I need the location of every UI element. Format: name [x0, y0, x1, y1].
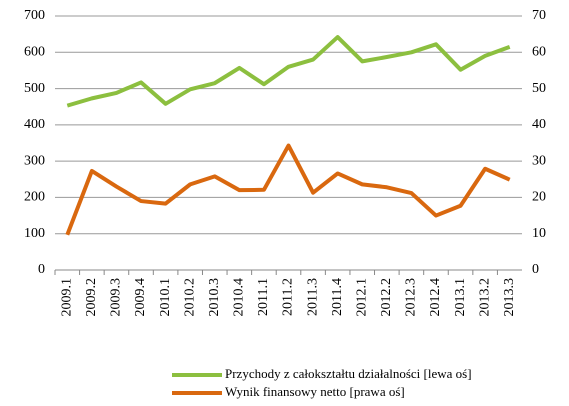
x-tick-label: 2011.1 [256, 278, 271, 316]
y2-tick-label: 10 [532, 226, 546, 241]
x-tick-label: 2013.3 [502, 278, 517, 317]
x-tick-label: 2009.3 [109, 278, 124, 317]
x-tick-label: 2010.3 [207, 278, 222, 317]
y2-tick-label: 40 [532, 117, 546, 132]
x-tick-label: 2012.4 [428, 278, 443, 317]
series-line [65, 143, 511, 236]
series-line [66, 35, 511, 108]
x-tick-label: 2010.1 [158, 278, 173, 317]
y2-tick-label: 60 [532, 45, 546, 60]
y2-tick-label: 70 [532, 8, 546, 23]
x-tick-label: 2010.4 [232, 278, 247, 317]
x-tick-label: 2010.2 [182, 278, 197, 317]
y-tick-label: 700 [24, 8, 45, 23]
x-tick-label: 2009.4 [133, 278, 148, 317]
x-tick-label: 2012.1 [354, 278, 369, 317]
x-tick-label: 2011.4 [330, 278, 345, 316]
y-tick-label: 200 [24, 190, 45, 205]
y-tick-label: 600 [24, 45, 45, 60]
x-tick-label: 2013.2 [477, 278, 492, 317]
y2-tick-label: 0 [532, 262, 539, 277]
x-tick-label: 2013.1 [453, 278, 468, 317]
y-tick-label: 400 [24, 117, 45, 132]
y-tick-label: 100 [24, 226, 45, 241]
y2-tick-label: 50 [532, 81, 546, 96]
legend-label: Przychody z całokształtu działalności [l… [225, 366, 472, 381]
x-tick-label: 2009.2 [84, 278, 99, 317]
x-tick-label: 2012.2 [379, 278, 394, 317]
y2-tick-label: 30 [532, 153, 546, 168]
y2-tick-label: 20 [532, 190, 546, 205]
legend-label: Wynik finansowy netto [prawa oś] [225, 384, 405, 399]
x-tick-label: 2012.3 [404, 278, 419, 317]
y-tick-label: 0 [38, 262, 45, 277]
x-tick-label: 2011.2 [281, 278, 296, 316]
x-tick-label: 2011.3 [305, 278, 320, 316]
x-tick-label: 2009.1 [60, 278, 75, 317]
y-tick-label: 500 [24, 81, 45, 96]
y-tick-label: 300 [24, 153, 45, 168]
